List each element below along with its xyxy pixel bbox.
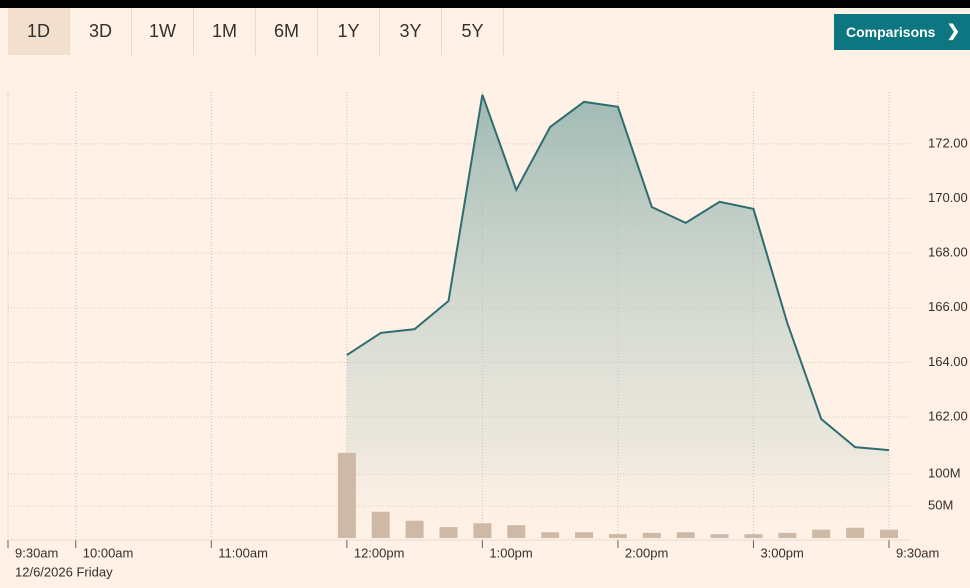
range-tabs: 1D 3D 1W 1M 6M 1Y 3Y 5Y [8,8,504,55]
x-tick-label: 2:00pm [625,545,668,560]
x-tick-label: 9:30am [15,545,58,560]
volume-bar [744,534,763,538]
range-tab[interactable]: 3D [70,8,132,55]
top-bar [0,0,970,8]
y2-tick-label: 50M [928,497,953,512]
x-tick-label: 12:00pm [354,545,405,560]
range-tab[interactable]: 1Y [318,8,380,55]
volume-bar [608,534,627,538]
x-tick-label: 3:00pm [760,545,803,560]
chevron: ❯ [946,23,960,40]
price-area [346,94,889,541]
x-tick-label: 11:00am [218,545,268,560]
volume-bar [507,525,526,538]
range-tab[interactable]: 3Y [380,8,442,55]
volume-bar [846,527,865,538]
volume-bar [473,523,492,538]
y-tick-label: 168.00 [928,245,968,260]
volume-bar [812,529,831,538]
x-tick-label: 9:30am [896,545,939,560]
y-tick-label: 164.00 [928,354,968,369]
volume-bar [337,452,356,538]
x-tick-label: 10:00am [83,545,134,560]
volume-bar [676,532,695,538]
y-tick-label: 172.00 [928,135,968,150]
annotation: 12/6/2026 Friday [15,564,113,579]
range-tab[interactable]: 1M [194,8,256,55]
y-tick-label: 162.00 [928,409,968,424]
volume-bar [439,527,458,538]
range-tab[interactable]: 1W [132,8,194,55]
volume-bar [880,529,898,538]
range-tab[interactable]: 1D [8,8,70,55]
y2-tick-label: 100M [928,465,961,480]
comparisons-button[interactable]: Comparisons ❯ [834,14,970,50]
volume-bar [541,532,560,538]
volume-bar [778,532,797,538]
range-tab[interactable]: 5Y [442,8,504,55]
range-tab[interactable]: 6M [256,8,318,55]
price-line [346,94,890,452]
y-tick-label: 166.00 [928,299,968,314]
volume-bar [575,532,594,538]
volume-bar [642,532,661,538]
volume-bar [405,520,424,538]
volume-bar [371,511,390,538]
x-tick-label: 1:00pm [489,545,532,560]
y-tick-label: 170.00 [928,190,968,205]
volume-bar [710,534,729,538]
button-label: Comparisons [846,24,936,40]
